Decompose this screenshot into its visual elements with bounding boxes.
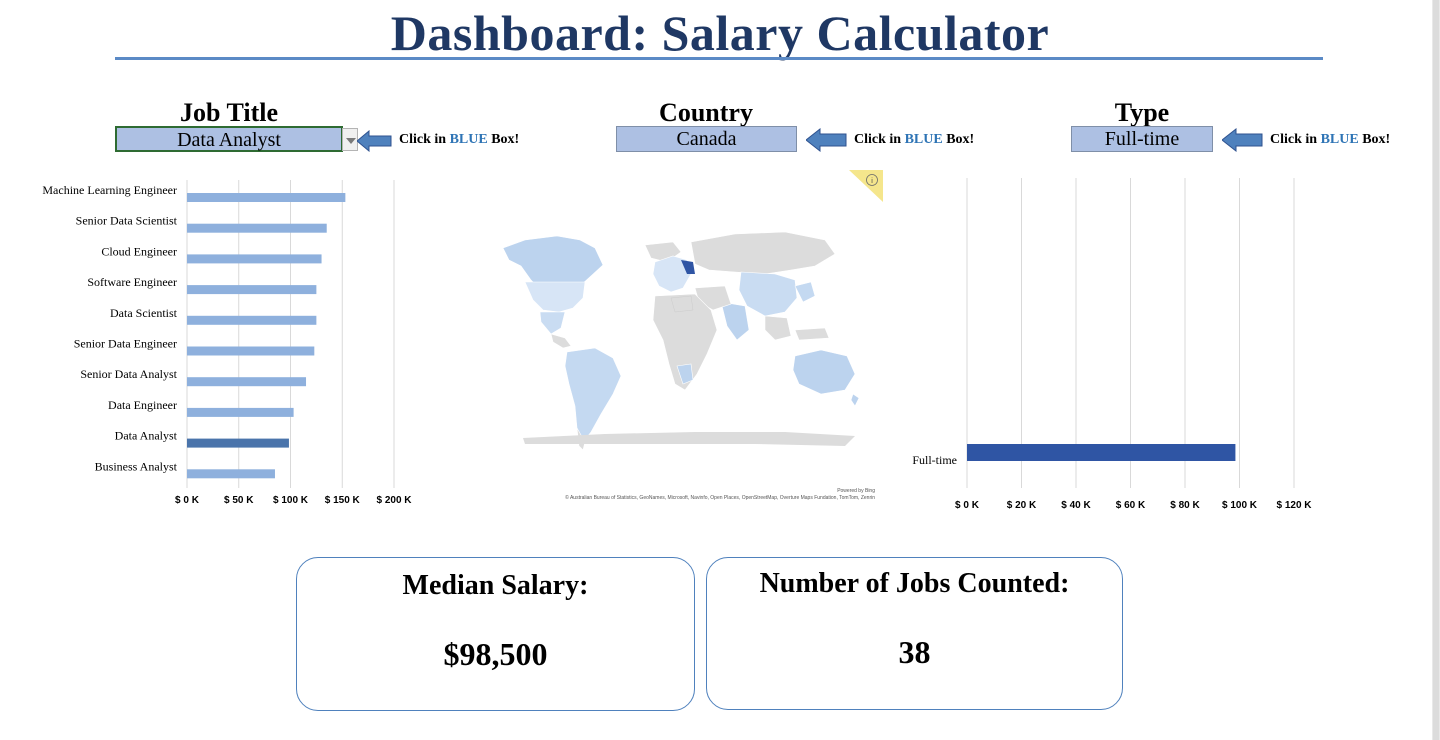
category-label: Software Engineer — [87, 275, 177, 289]
salary-bar — [187, 223, 327, 233]
job-title-arrow-icon — [357, 130, 392, 152]
hint-suffix: Box! — [942, 132, 975, 147]
type-hint: Click in BLUE Box! — [1270, 132, 1390, 148]
job-title-select[interactable]: Data Analyst — [115, 126, 343, 152]
svg-text:i: i — [871, 178, 873, 185]
category-label: Full-time — [912, 453, 957, 467]
category-label: Cloud Engineer — [101, 244, 177, 258]
country-arrow-icon — [806, 128, 847, 152]
country-map: i Powered by Bing © Australian Bureau of… — [495, 170, 885, 510]
x-tick-label: $ 0 K — [955, 500, 980, 511]
salary-bar — [187, 407, 294, 417]
salary-bar — [967, 444, 1236, 461]
x-tick-label: $ 40 K — [1061, 500, 1091, 511]
type-arrow-icon — [1222, 128, 1263, 152]
country-label: Country — [659, 98, 753, 127]
hint-blue-word: BLUE — [904, 132, 943, 147]
job-title-dropdown-button[interactable] — [342, 128, 358, 151]
country-select[interactable]: Canada — [616, 126, 797, 152]
category-label: Data Analyst — [115, 429, 178, 443]
category-label: Machine Learning Engineer — [42, 183, 177, 197]
x-tick-label: $ 100 K — [273, 495, 309, 506]
x-tick-label: $ 80 K — [1170, 500, 1200, 511]
jobs-counted-card: Number of Jobs Counted: 38 — [706, 557, 1123, 710]
x-tick-label: $ 50 K — [224, 495, 254, 506]
category-label: Senior Data Analyst — [80, 367, 177, 381]
map-credit-powered: Powered by Bing — [837, 488, 875, 494]
scrollbar-thumb[interactable] — [1433, 0, 1439, 740]
salary-bar — [187, 469, 275, 479]
job-salary-bar-chart: $ 0 K $ 50 K $ 100 K $ 150 K $ 200 K Machine … — [42, 180, 412, 506]
x-tick-label: $ 100 K — [1222, 500, 1258, 511]
vertical-scrollbar[interactable] — [1432, 0, 1440, 740]
category-label: Data Engineer — [108, 398, 177, 412]
hint-prefix: Click in — [399, 132, 450, 147]
salary-bar — [187, 377, 307, 387]
title-underline — [115, 57, 1323, 60]
category-label: Senior Data Scientist — [76, 214, 178, 228]
x-tick-label: $ 120 K — [1276, 500, 1312, 511]
country-hint: Click in BLUE Box! — [854, 132, 974, 148]
hint-blue-word: BLUE — [449, 132, 488, 147]
type-salary-bar-chart: $ 0 K $ 20 K $ 40 K $ 60 K $ 80 K $ 100 K $ 12… — [912, 178, 1312, 511]
median-salary-card: Median Salary: $98,500 — [296, 557, 695, 711]
job-title-hint: Click in BLUE Box! — [399, 132, 519, 148]
jobs-counted-value: 38 — [898, 634, 931, 670]
world-map-graphic: i — [502, 170, 883, 451]
hint-blue-word: BLUE — [1320, 132, 1359, 147]
map-credit-sources: © Australian Bureau of Statistics, GeoNa… — [565, 495, 875, 501]
info-icon[interactable] — [866, 174, 878, 186]
category-label: Senior Data Engineer — [74, 337, 177, 351]
x-tick-label: $ 60 K — [1116, 500, 1146, 511]
x-tick-label: $ 20 K — [1007, 500, 1037, 511]
salary-bar — [187, 285, 317, 295]
hint-suffix: Box! — [1358, 132, 1391, 147]
jobs-counted-label: Number of Jobs Counted: — [759, 568, 1070, 599]
type-select[interactable]: Full-time — [1071, 126, 1213, 152]
salary-bar — [187, 254, 322, 264]
salary-bar — [187, 193, 346, 202]
type-label: Type — [1114, 98, 1170, 127]
median-salary-label: Median Salary: — [402, 570, 589, 601]
salary-bar — [187, 315, 317, 325]
job-title-label: Job Title — [179, 98, 278, 127]
category-label: Data Scientist — [110, 306, 178, 320]
median-salary-value: $98,500 — [443, 636, 548, 672]
hint-prefix: Click in — [1270, 132, 1321, 147]
dashboard-title: Dashboard: Salary Calculator — [390, 5, 1050, 61]
x-tick-label: $ 200 K — [376, 495, 412, 506]
x-tick-label: $ 0 K — [175, 495, 200, 506]
hint-suffix: Box! — [487, 132, 520, 147]
category-label: Business Analyst — [95, 459, 178, 473]
x-tick-label: $ 150 K — [325, 495, 361, 506]
hint-prefix: Click in — [854, 132, 905, 147]
salary-bar — [187, 346, 315, 356]
salary-bar — [187, 438, 289, 448]
